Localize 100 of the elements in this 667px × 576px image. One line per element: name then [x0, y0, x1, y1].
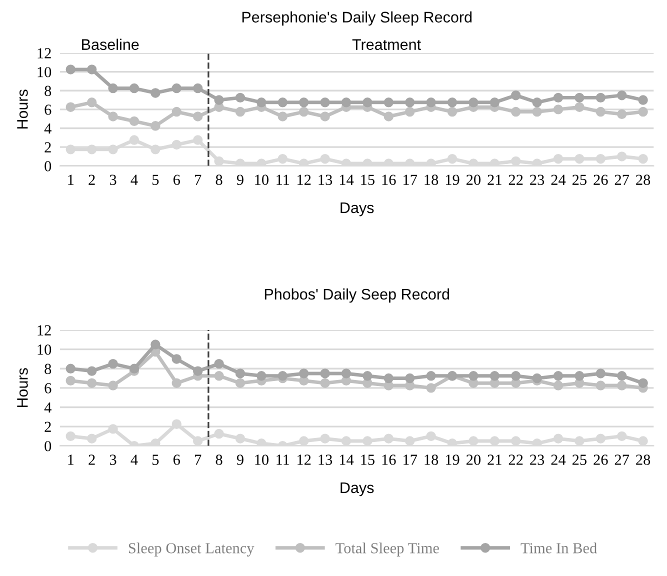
legend-label: Sleep Onset Latency — [128, 542, 254, 556]
point — [638, 106, 648, 117]
y-tick-label: 0 — [44, 161, 52, 172]
x-tick-label: 12 — [298, 454, 311, 465]
x-tick-label: 19 — [446, 454, 460, 465]
point — [256, 371, 266, 381]
point — [192, 135, 203, 145]
point — [172, 378, 182, 388]
point — [86, 366, 97, 376]
point — [362, 371, 372, 381]
point — [320, 154, 330, 164]
x-tick-label: 3 — [110, 174, 116, 185]
point — [596, 368, 606, 378]
point — [86, 378, 97, 388]
y-tick-label: 6 — [44, 383, 52, 394]
y-axis-title: Hours — [17, 90, 28, 129]
point — [468, 371, 478, 381]
point — [404, 436, 415, 446]
x-tick-label: 17 — [404, 174, 418, 185]
point — [553, 154, 564, 164]
point — [256, 438, 266, 446]
point — [553, 104, 564, 114]
x-tick-label: 27 — [614, 174, 630, 185]
point — [574, 371, 584, 381]
x-tick-label: 10 — [255, 174, 268, 185]
point — [108, 380, 118, 390]
point — [150, 144, 160, 154]
x-tick-label: 24 — [551, 174, 566, 185]
y-tick-label: 2 — [44, 142, 51, 152]
x-tick-label: 6 — [173, 174, 180, 185]
point — [108, 358, 118, 369]
x-tick-label: 25 — [572, 454, 586, 465]
point — [129, 135, 140, 145]
point — [320, 434, 330, 444]
point — [596, 92, 606, 103]
y-tick-label: 4 — [44, 402, 52, 413]
x-tick-label: 16 — [382, 454, 396, 465]
point — [468, 98, 478, 108]
x-tick-label: 18 — [424, 174, 438, 185]
x-tick-label: 20 — [466, 174, 481, 185]
point — [553, 92, 564, 103]
point — [490, 436, 500, 446]
point — [214, 428, 224, 439]
point — [468, 436, 478, 446]
point — [150, 340, 160, 350]
point — [214, 95, 224, 105]
point — [298, 98, 309, 108]
point — [235, 106, 246, 117]
point — [596, 154, 606, 164]
point — [108, 424, 118, 434]
x-tick-label: 9 — [236, 454, 244, 465]
point — [384, 373, 394, 384]
point — [108, 112, 118, 122]
point — [66, 144, 76, 154]
point — [320, 378, 330, 388]
y-tick-label: 6 — [44, 104, 52, 115]
point — [574, 154, 584, 164]
point — [553, 434, 564, 444]
point — [298, 106, 309, 117]
x-tick-label: 17 — [404, 454, 418, 465]
point — [235, 158, 246, 166]
point — [129, 116, 140, 126]
point — [129, 83, 140, 94]
text: Treatment — [352, 39, 421, 50]
point — [278, 112, 288, 122]
point — [278, 371, 288, 381]
x-tick-label: 10 — [255, 454, 268, 465]
point — [256, 158, 266, 166]
point — [532, 106, 542, 117]
x-tick-label: 27 — [614, 454, 630, 465]
x-tick-label: 8 — [216, 454, 222, 465]
y-tick-label: 0 — [44, 440, 52, 452]
point — [616, 371, 627, 381]
point — [447, 438, 458, 446]
x-tick-label: 19 — [446, 174, 460, 185]
point — [596, 434, 606, 444]
point — [86, 434, 97, 444]
point — [86, 64, 97, 74]
x-tick-label: 7 — [195, 454, 202, 465]
x-tick-label: 5 — [152, 174, 159, 185]
point — [384, 112, 394, 122]
point — [532, 373, 542, 384]
point — [86, 98, 97, 108]
point — [341, 368, 352, 378]
point — [235, 92, 246, 103]
point — [574, 436, 584, 446]
point — [616, 152, 627, 162]
point — [553, 380, 564, 390]
point — [638, 95, 648, 105]
x-tick-label: 13 — [318, 174, 332, 185]
y-tick-label: 8 — [44, 86, 52, 96]
point — [447, 154, 458, 164]
text: Baseline — [82, 38, 139, 50]
y-tick-label: 10 — [38, 66, 52, 78]
x-tick-label: 15 — [361, 454, 374, 465]
point — [638, 436, 648, 446]
point — [86, 144, 97, 154]
point — [66, 376, 76, 386]
x-tick-label: 16 — [382, 174, 396, 185]
point — [66, 364, 76, 374]
